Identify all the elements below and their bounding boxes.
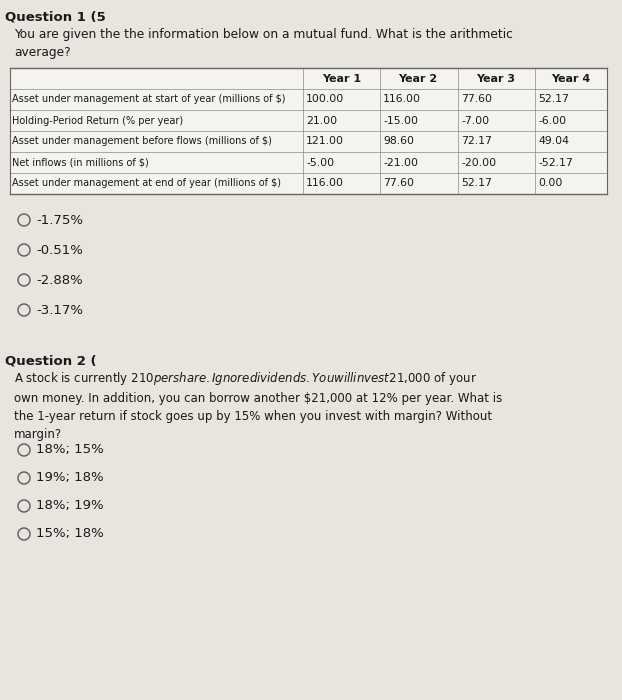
Circle shape xyxy=(18,214,30,226)
Text: 19%; 18%: 19%; 18% xyxy=(36,472,104,484)
Text: 116.00: 116.00 xyxy=(383,94,421,104)
Text: 18%; 15%: 18%; 15% xyxy=(36,444,104,456)
Text: 52.17: 52.17 xyxy=(461,178,492,188)
Text: Net inflows (in millions of $): Net inflows (in millions of $) xyxy=(12,158,149,167)
Text: 18%; 19%: 18%; 19% xyxy=(36,500,104,512)
Text: Year 4: Year 4 xyxy=(551,74,591,83)
Text: 0.00: 0.00 xyxy=(538,178,562,188)
Text: Asset under management at end of year (millions of $): Asset under management at end of year (m… xyxy=(12,178,281,188)
Text: Asset under management at start of year (millions of $): Asset under management at start of year … xyxy=(12,94,285,104)
Text: Question 2 (: Question 2 ( xyxy=(5,354,96,367)
Text: 52.17: 52.17 xyxy=(538,94,569,104)
Text: -5.00: -5.00 xyxy=(306,158,334,167)
Text: -7.00: -7.00 xyxy=(461,116,489,125)
Circle shape xyxy=(18,244,30,256)
Text: -21.00: -21.00 xyxy=(383,158,418,167)
Text: 121.00: 121.00 xyxy=(306,136,344,146)
Text: 98.60: 98.60 xyxy=(383,136,414,146)
Text: Year 1: Year 1 xyxy=(322,74,361,83)
Text: -20.00: -20.00 xyxy=(461,158,496,167)
Text: 116.00: 116.00 xyxy=(306,178,344,188)
Text: Year 3: Year 3 xyxy=(476,74,515,83)
Text: -6.00: -6.00 xyxy=(538,116,566,125)
Circle shape xyxy=(18,444,30,456)
Circle shape xyxy=(18,500,30,512)
Text: -15.00: -15.00 xyxy=(383,116,418,125)
Text: -0.51%: -0.51% xyxy=(36,244,83,256)
Text: 21.00: 21.00 xyxy=(306,116,337,125)
Text: 77.60: 77.60 xyxy=(461,94,492,104)
Circle shape xyxy=(18,472,30,484)
Text: Year 2: Year 2 xyxy=(399,74,437,83)
Text: 77.60: 77.60 xyxy=(383,178,414,188)
Text: -1.75%: -1.75% xyxy=(36,214,83,227)
Text: Asset under management before flows (millions of $): Asset under management before flows (mil… xyxy=(12,136,272,146)
Text: -52.17: -52.17 xyxy=(538,158,573,167)
Circle shape xyxy=(18,304,30,316)
Text: 72.17: 72.17 xyxy=(461,136,492,146)
Text: Holding-Period Return (% per year): Holding-Period Return (% per year) xyxy=(12,116,183,125)
Bar xyxy=(10,68,607,194)
Text: You are given the the information below on a mutual fund. What is the arithmetic: You are given the the information below … xyxy=(14,28,513,59)
Circle shape xyxy=(18,274,30,286)
Text: 49.04: 49.04 xyxy=(538,136,569,146)
Text: 100.00: 100.00 xyxy=(306,94,344,104)
Text: 15%; 18%: 15%; 18% xyxy=(36,528,104,540)
Text: -2.88%: -2.88% xyxy=(36,274,83,286)
Circle shape xyxy=(18,528,30,540)
Text: Question 1 (5: Question 1 (5 xyxy=(5,10,106,23)
Text: -3.17%: -3.17% xyxy=(36,304,83,316)
Text: A stock is currently $210 per share. Ignore dividends. You will invest $21,000 o: A stock is currently $210 per share. Ign… xyxy=(14,370,502,441)
